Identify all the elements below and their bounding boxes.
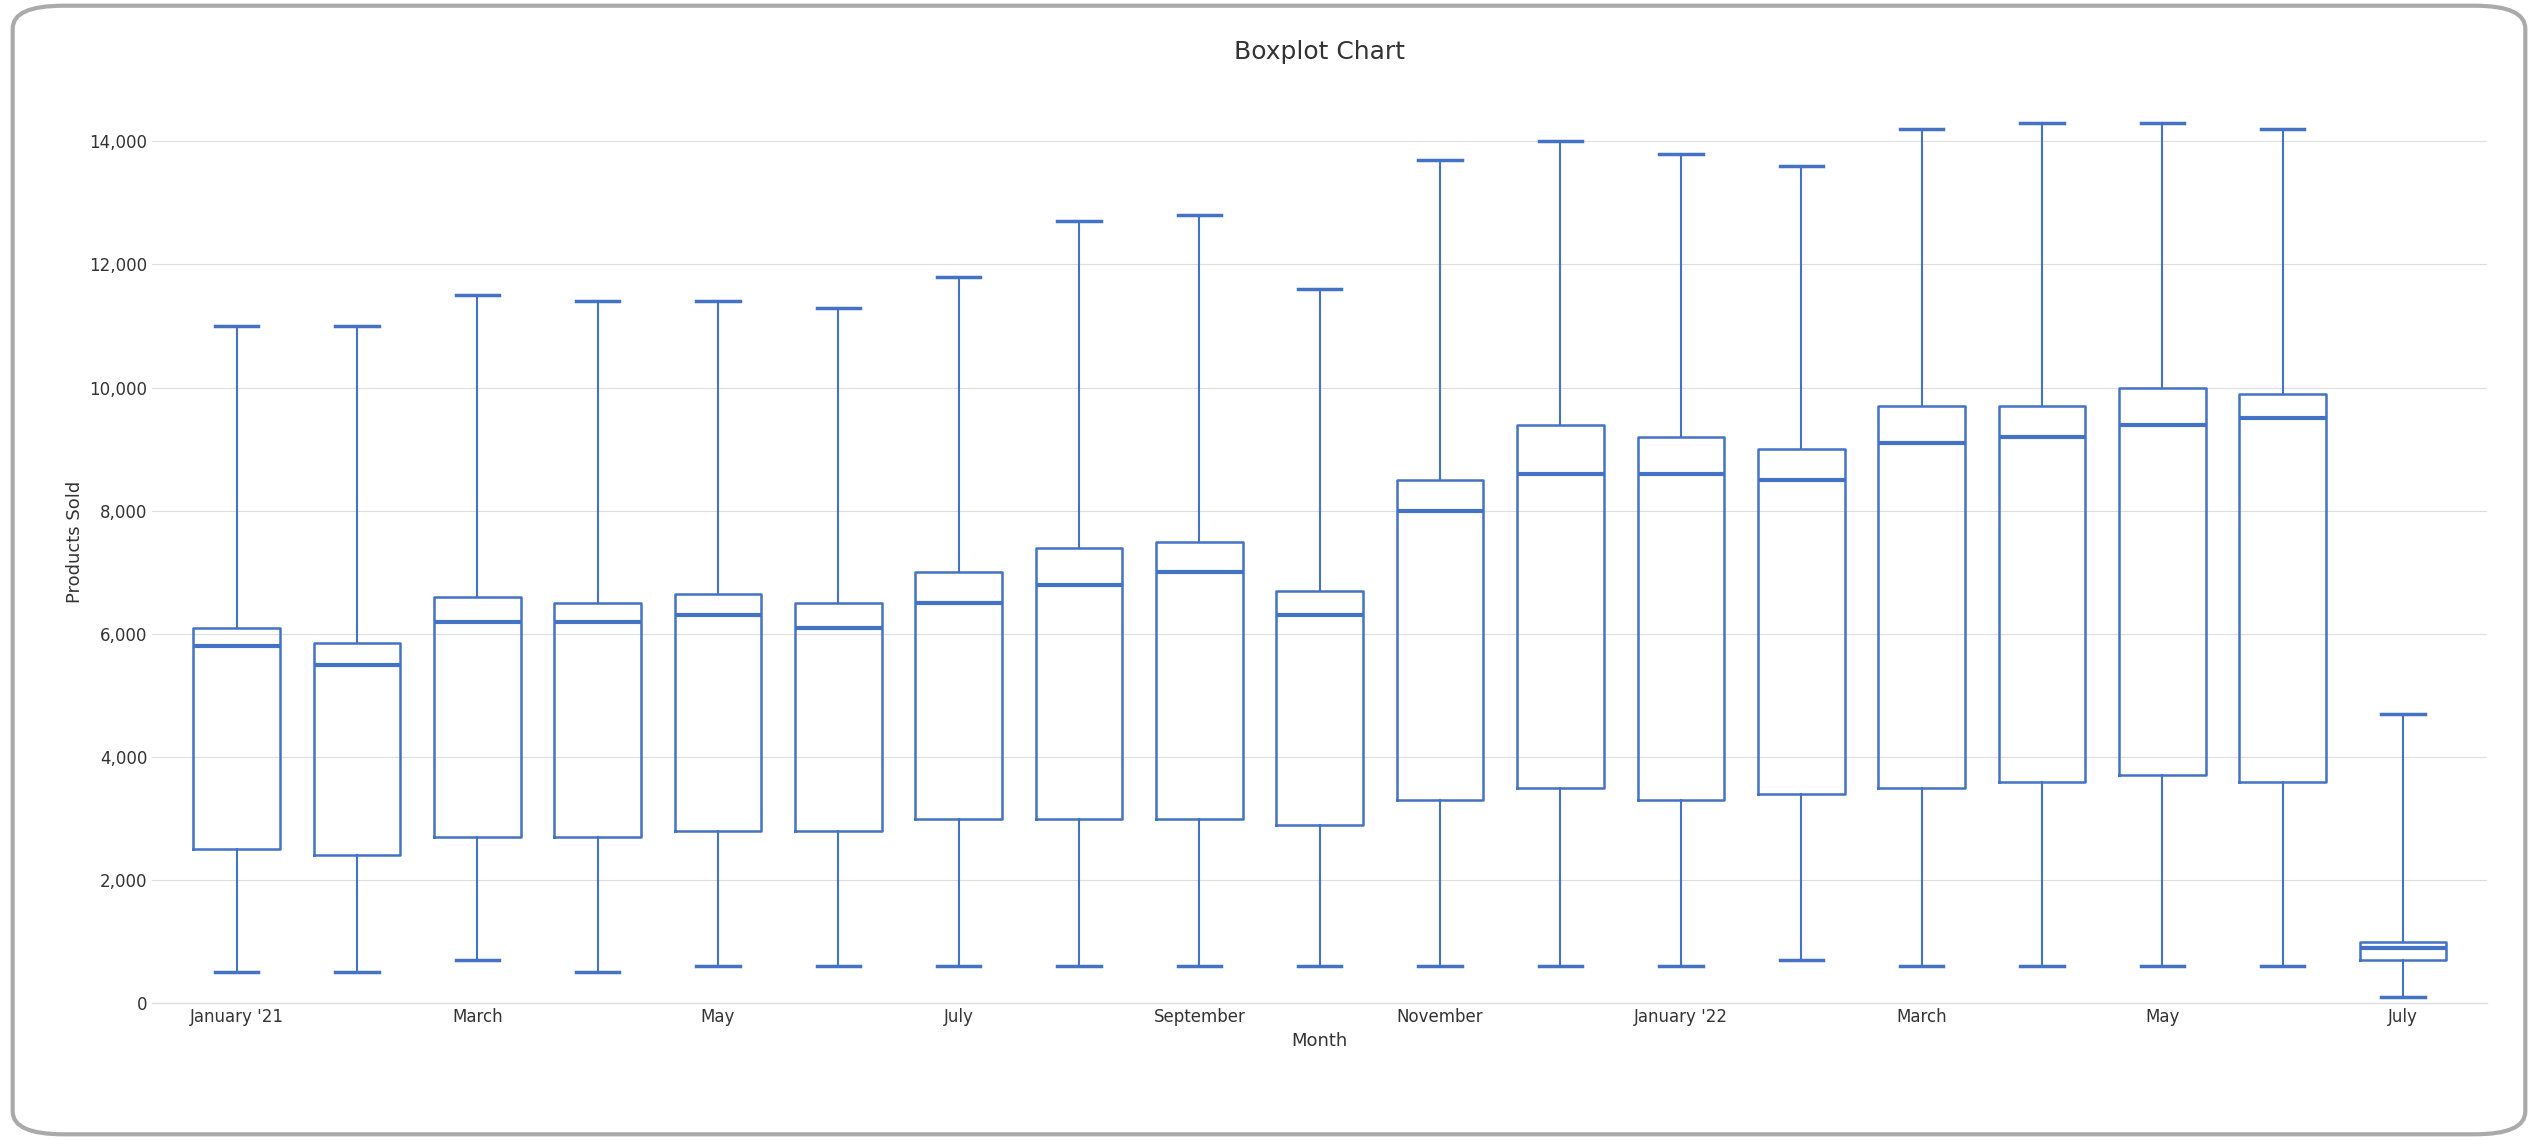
Y-axis label: Products Sold: Products Sold <box>66 480 84 603</box>
Title: Boxplot Chart: Boxplot Chart <box>1233 40 1406 64</box>
X-axis label: Month: Month <box>1292 1032 1348 1050</box>
